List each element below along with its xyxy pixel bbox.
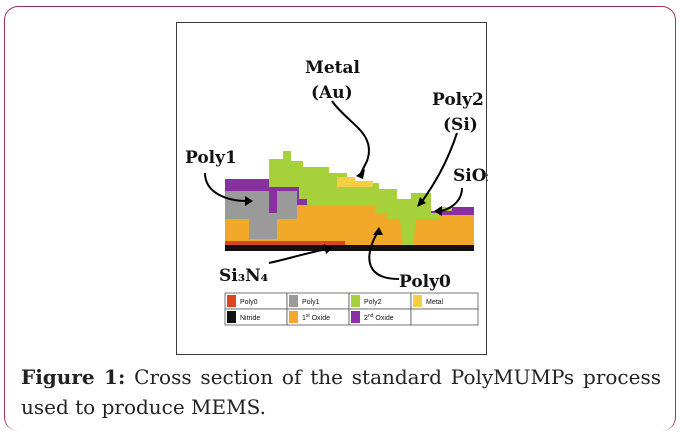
legend-swatch xyxy=(351,295,360,307)
arrow-heads xyxy=(245,169,442,254)
metal-material-label: (Au) xyxy=(311,83,353,103)
metal-label: Metal xyxy=(305,58,361,78)
layer-stack xyxy=(225,151,474,251)
legend-swatch xyxy=(289,311,298,323)
poly1-arrowhead xyxy=(245,196,253,206)
legend-swatch xyxy=(351,311,360,323)
legend-label: Metal xyxy=(426,299,444,306)
legend-cell-empty xyxy=(410,308,479,326)
legend-swatch xyxy=(413,295,422,307)
legend-swatch xyxy=(289,295,298,307)
poly1-label: Poly1 xyxy=(185,148,237,168)
poly0-label: Poly0 xyxy=(399,272,451,292)
si3n4-label: Si₃N₄ xyxy=(219,266,268,286)
figure-card xyxy=(4,6,676,431)
metal-arrowhead xyxy=(356,169,365,179)
poly2-via xyxy=(399,213,417,245)
figure-frame: Metal (Au) Poly2 (Si) Poly1 SiO₂ Si₃N₄ P… xyxy=(176,22,488,355)
poly2-material-label: (Si) xyxy=(443,115,478,135)
legend-label: 2nd Oxide xyxy=(364,313,394,322)
legend-label: Poly1 xyxy=(302,299,320,306)
caption-label: Figure 1: xyxy=(21,365,126,389)
legend: Poly0 Poly1 Poly2 Metal Nitride 1st Oxide 2nd … xyxy=(224,292,479,326)
poly0-arrow xyxy=(368,232,400,280)
poly0-layer xyxy=(225,241,345,247)
si3n4-arrow xyxy=(268,248,328,264)
poly1-layer xyxy=(225,191,297,239)
poly2-label: Poly2 xyxy=(432,90,484,110)
si3n4-arrowhead xyxy=(324,244,333,254)
legend-swatch xyxy=(227,311,236,323)
sio2-label: SiO₂ xyxy=(453,166,488,186)
legend-label: 1st Oxide xyxy=(302,313,330,322)
legend-label: Nitride xyxy=(240,315,260,322)
metal-arrow xyxy=(331,100,370,174)
poly2-arrowhead xyxy=(417,197,426,207)
figure-caption: Figure 1: Cross section of the standard … xyxy=(21,362,661,422)
poly1-arrow xyxy=(204,172,248,202)
sio2-arrowhead xyxy=(434,206,442,216)
poly0-arrowhead xyxy=(373,227,383,235)
legend-label: Poly0 xyxy=(240,299,258,306)
cross-section-diagram: Metal (Au) Poly2 (Si) Poly1 SiO₂ Si₃N₄ P… xyxy=(185,58,488,326)
poly2-arrow xyxy=(420,132,458,204)
legend-swatch xyxy=(227,295,236,307)
metal-layer xyxy=(337,177,373,187)
legend-label: Poly2 xyxy=(364,299,382,306)
nitride-layer xyxy=(225,245,474,251)
caption-text: Cross section of the standard PolyMUMPs … xyxy=(21,365,661,419)
